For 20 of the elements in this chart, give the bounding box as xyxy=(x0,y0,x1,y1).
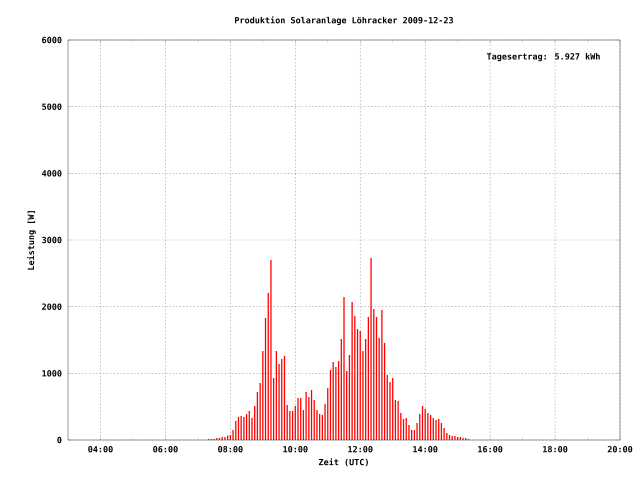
y-tick-label: 2000 xyxy=(42,303,62,310)
y-axis-title: Leistung [W] xyxy=(27,211,36,270)
y-tick-label: 6000 xyxy=(42,36,62,44)
chart-title: Produktion Solaranlage Löhracker 2009-12-23 xyxy=(235,16,454,26)
x-tick-label: 16:00 xyxy=(478,446,502,452)
y-tick-label: 0 xyxy=(57,436,62,444)
x-tick-label: 04:00 xyxy=(88,446,113,452)
y-tick-label: 1000 xyxy=(42,370,62,377)
y-tick-label: 3000 xyxy=(42,236,62,244)
x-tick-label: 10:00 xyxy=(283,446,308,452)
x-tick-label: 14:00 xyxy=(413,446,438,452)
x-axis-title: Zeit (UTC) xyxy=(318,458,368,466)
x-tick-label: 12:00 xyxy=(348,446,372,452)
y-tick-label: 4000 xyxy=(42,170,62,177)
x-tick-label: 18:00 xyxy=(543,446,568,452)
x-tick-label: 08:00 xyxy=(218,446,243,452)
annotation: Tagesertrag: 5.927 kWh xyxy=(486,53,600,62)
x-tick-label: 06:00 xyxy=(153,446,178,452)
x-tick-label: 20:00 xyxy=(608,446,632,452)
y-tick-label: 5000 xyxy=(42,103,62,110)
